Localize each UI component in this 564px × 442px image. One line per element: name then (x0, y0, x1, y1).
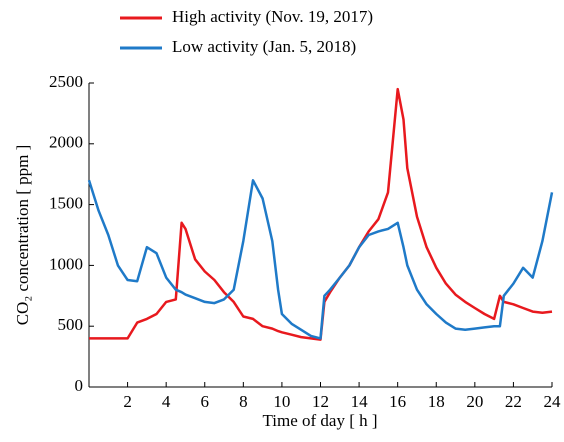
x-tick-label: 6 (201, 392, 210, 411)
x-tick-label: 14 (351, 392, 369, 411)
y-tick-label: 1000 (49, 254, 83, 273)
x-tick-label: 24 (544, 392, 562, 411)
x-tick-label: 12 (312, 392, 329, 411)
y-tick-label: 0 (75, 376, 84, 395)
y-tick-label: 1500 (49, 194, 83, 213)
y-tick-label: 2000 (49, 133, 83, 152)
series-line (87, 179, 554, 340)
x-tick-label: 16 (389, 392, 406, 411)
x-tick-label: 20 (466, 392, 483, 411)
x-tick-label: 22 (505, 392, 522, 411)
legend-label: Low activity (Jan. 5, 2018) (172, 37, 356, 56)
x-tick-label: 4 (162, 392, 171, 411)
legend-label: High activity (Nov. 19, 2017) (172, 7, 373, 26)
y-tick-label: 500 (58, 315, 84, 334)
x-tick-label: 10 (273, 392, 290, 411)
series-line (89, 87, 553, 341)
y-tick-label: 2500 (49, 72, 83, 91)
x-tick-label: 2 (123, 392, 132, 411)
x-tick-label: 18 (428, 392, 445, 411)
x-axis-label: Time of day [ h ] (262, 411, 377, 430)
x-tick-label: 8 (239, 392, 248, 411)
y-axis-label: CO₂ concentration [ ppm ] (13, 145, 32, 326)
